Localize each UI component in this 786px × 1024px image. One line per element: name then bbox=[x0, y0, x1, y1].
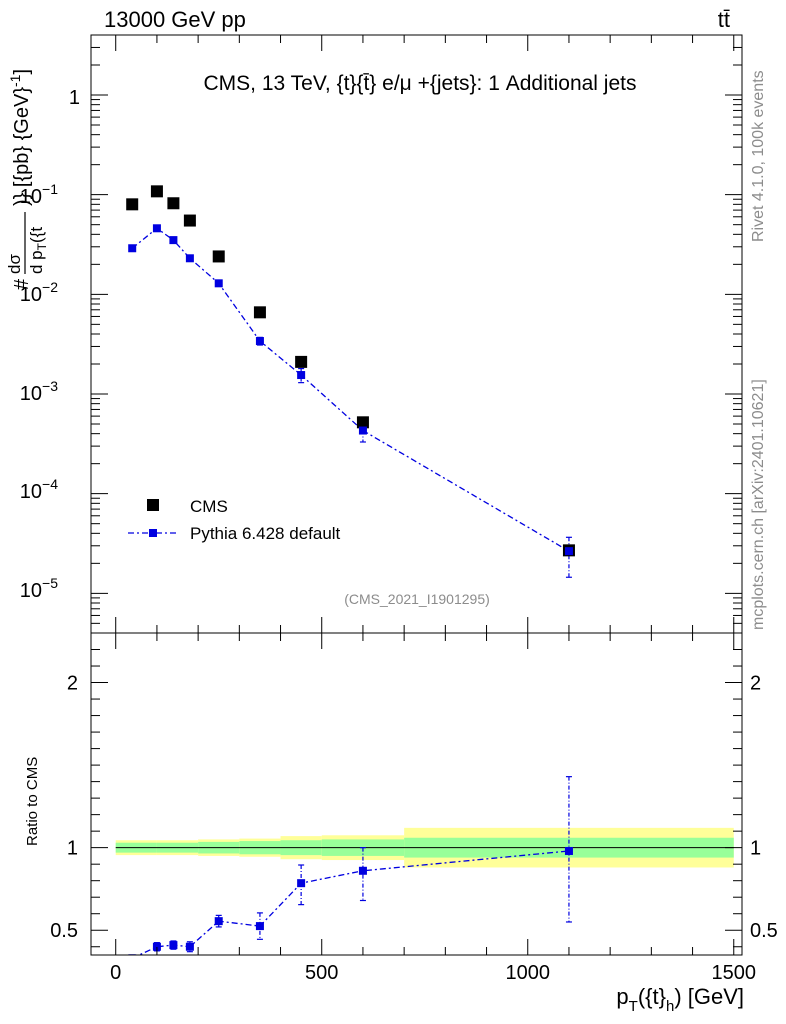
cms-point bbox=[295, 355, 308, 368]
cms-point bbox=[212, 250, 225, 263]
main-data bbox=[126, 185, 575, 578]
svg-text:#: # bbox=[11, 278, 33, 290]
pythia-point bbox=[185, 254, 194, 263]
ratio-y-tick-label-left: 0.5 bbox=[50, 920, 78, 942]
legend-cms-marker bbox=[147, 499, 159, 511]
x-tick-label: 1500 bbox=[712, 962, 757, 984]
x-tick-label: 0 bbox=[110, 962, 121, 984]
svg-text:pT({t}h) [GeV]: pT({t}h) [GeV] bbox=[616, 984, 744, 1015]
pythia-point bbox=[152, 224, 161, 233]
cms-point bbox=[253, 306, 266, 319]
main-frame bbox=[90, 34, 743, 634]
main-ylabel: # dσ d pT({t )} [{pb} {GeV}-1] bbox=[5, 69, 49, 290]
x-axis-label: pT({t}h) [GeV] bbox=[616, 984, 744, 1015]
pythia-point bbox=[214, 279, 223, 288]
ratio-ylabel: Ratio to CMS bbox=[24, 757, 41, 846]
y-tick-label-1e-4: 10−4 bbox=[20, 476, 58, 503]
pythia-point bbox=[297, 371, 306, 380]
legend-pythia-marker bbox=[149, 529, 157, 537]
ratio-point bbox=[255, 922, 264, 931]
analysis-id: (CMS_2021_I1901295) bbox=[344, 591, 490, 607]
x-tick-label: 1000 bbox=[505, 962, 550, 984]
legend-pythia-label: Pythia 6.428 default bbox=[190, 524, 341, 543]
ratio-point bbox=[297, 879, 306, 888]
ratio-data-group bbox=[128, 776, 573, 955]
main-axis-ticks bbox=[91, 34, 742, 634]
ratio-point bbox=[358, 866, 367, 875]
main-panel: CMS, 13 TeV, {t}{t̄} e/μ +{jets}: 1 Addi… bbox=[5, 34, 743, 634]
ratio-axis-ticks: 0.5 0.5 1 1 2 2 0 500 1000 1500 bbox=[50, 633, 778, 984]
svg-text:d pT({t: d pT({t bbox=[27, 227, 49, 274]
process-label: tt̄ bbox=[718, 7, 730, 32]
svg-text:dσ: dσ bbox=[5, 254, 24, 274]
ratio-point bbox=[564, 846, 573, 855]
mcplots-label: mcplots.cern.ch [arXiv:2401.10621] bbox=[750, 379, 767, 630]
ratio-point bbox=[185, 942, 194, 951]
ratio-y-tick-label-left: 2 bbox=[67, 673, 78, 695]
ratio-point bbox=[152, 942, 161, 951]
y-tick-label-1: 1 bbox=[69, 87, 80, 109]
x-tick-label: 500 bbox=[305, 962, 338, 984]
cms-point bbox=[167, 197, 180, 210]
rivet-label: Rivet 4.1.0, 100k events bbox=[750, 70, 767, 242]
cms-point bbox=[356, 416, 369, 429]
legend: CMS Pythia 6.428 default bbox=[128, 497, 341, 543]
main-title: CMS, 13 TeV, {t}{t̄} e/μ +{jets}: 1 Addi… bbox=[204, 72, 637, 95]
pythia-point bbox=[358, 426, 367, 435]
pythia-point bbox=[128, 244, 137, 253]
pythia-point bbox=[169, 236, 178, 245]
ratio-data bbox=[128, 776, 573, 955]
energy-label: 13000 GeV pp bbox=[104, 7, 246, 32]
ratio-y-tick-label-right: 1 bbox=[750, 838, 761, 860]
svg-text:)} [{pb} {GeV}-1]: )} [{pb} {GeV}-1] bbox=[7, 69, 33, 206]
ratio-y-tick-label-right: 2 bbox=[750, 673, 761, 695]
ratio-point bbox=[169, 941, 178, 950]
pythia-point bbox=[564, 547, 573, 556]
ratio-bands bbox=[115, 827, 734, 868]
ratio-frame bbox=[90, 632, 743, 956]
cms-point bbox=[126, 198, 139, 211]
ratio-point bbox=[128, 954, 137, 955]
cms-point bbox=[183, 214, 196, 227]
cms-point bbox=[150, 185, 163, 198]
ratio-panel: 0.5 0.5 1 1 2 2 0 500 1000 1500 Ratio to CMS pT({… bbox=[24, 632, 778, 1015]
ratio-y-tick-label-left: 1 bbox=[67, 838, 78, 860]
y-tick-label-1e-3: 10−3 bbox=[20, 378, 58, 405]
ratio-y-tick-label-right: 0.5 bbox=[750, 920, 778, 942]
ratio-point bbox=[214, 917, 223, 926]
pythia-point bbox=[255, 337, 264, 346]
y-tick-label-1e-5: 10−5 bbox=[20, 575, 58, 602]
legend-cms-label: CMS bbox=[190, 497, 228, 516]
